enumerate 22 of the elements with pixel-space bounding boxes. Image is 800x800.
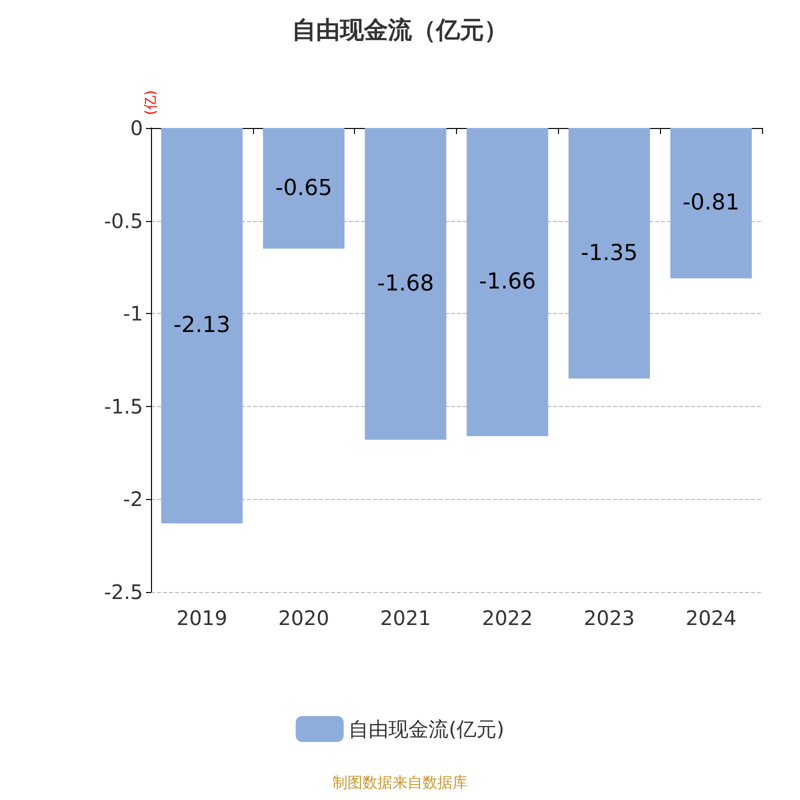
- data-label: -2.13: [173, 313, 230, 338]
- y-axis-title: (亿): [143, 90, 159, 116]
- y-tick-label: 0: [130, 116, 143, 140]
- data-label: -0.81: [682, 190, 740, 216]
- data-label: -1.66: [478, 270, 536, 295]
- x-tick-label: 2023: [584, 606, 635, 630]
- y-tick-label: -2: [123, 487, 143, 512]
- x-tick-label: 2022: [482, 606, 533, 630]
- y-tick-label: -2.5: [104, 580, 143, 604]
- x-tick-label: 2024: [686, 606, 737, 630]
- text: 制图数据来自数据库: [332, 774, 468, 792]
- x-tick-label: 2020: [278, 606, 330, 630]
- y-tick-label: -0.5: [104, 208, 143, 233]
- y-tick-label: -1: [123, 302, 143, 326]
- data-label: -1.68: [377, 271, 434, 296]
- x-tick-label: 2021: [380, 606, 432, 630]
- chart-title: 自由现金流（亿元）: [292, 16, 508, 44]
- y-tick-label: -1.5: [104, 394, 143, 418]
- x-tick-label: 2019: [176, 606, 228, 630]
- data-label: -0.65: [275, 176, 332, 201]
- data-label: -1.35: [580, 240, 638, 266]
- legend-label: 自由现金流(亿元): [348, 717, 504, 741]
